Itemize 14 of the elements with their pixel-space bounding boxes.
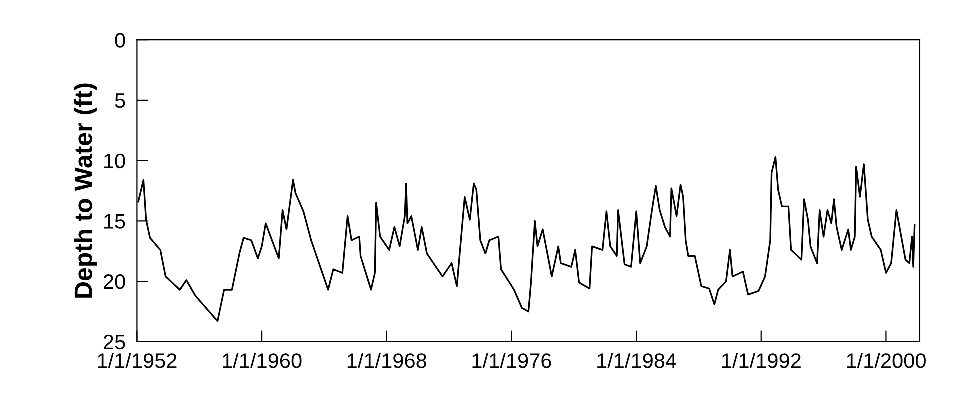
y-tick-label: 0 — [115, 33, 126, 48]
x-tick-label: 1/1/1968 — [348, 353, 427, 368]
x-tick-label: 1/1/1952 — [98, 353, 177, 368]
x-tick-label: 1/1/2000 — [847, 353, 926, 368]
y-tick-label: 20 — [104, 274, 126, 290]
x-tick-label: 1/1/1976 — [472, 353, 552, 368]
y-tick-label: 15 — [104, 214, 126, 229]
y-tick-label: 25 — [104, 334, 126, 350]
y-tick-label: 5 — [115, 94, 126, 108]
x-tick-label: 1/1/1992 — [722, 353, 801, 368]
x-tick-label: 1/1/1960 — [223, 353, 302, 368]
y-tick-label: 10 — [104, 154, 126, 169]
x-tick-label: 1/1/1984 — [598, 353, 676, 368]
y-axis-title: Depth to Water (ft) — [74, 84, 98, 298]
